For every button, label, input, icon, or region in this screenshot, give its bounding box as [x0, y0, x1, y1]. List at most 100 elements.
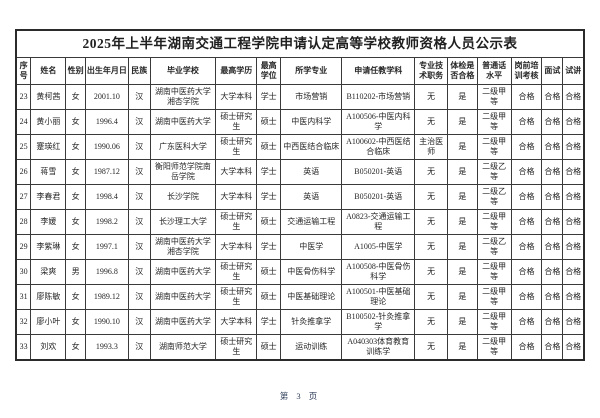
table-cell: 女	[65, 134, 86, 160]
table-cell: 女	[65, 284, 86, 310]
table-cell: 24	[15, 109, 32, 135]
header-cell: 试讲	[562, 57, 585, 85]
table-cell: 学士	[256, 159, 282, 185]
table-cell: 33	[15, 334, 32, 361]
table-cell: 廖陈敏	[30, 284, 67, 310]
table-cell: 大学本科	[215, 184, 258, 210]
header-cell: 性别	[65, 57, 86, 85]
table-cell: 硕士	[256, 259, 282, 285]
table-cell: 二级甲等	[476, 209, 512, 235]
table-cell: 是	[447, 259, 478, 285]
table-cell: 汉	[127, 209, 151, 235]
table-cell: 无	[414, 184, 449, 210]
table-cell: 硕士	[256, 134, 282, 160]
table-cell: 女	[65, 209, 86, 235]
table-cell: 合格	[510, 309, 543, 335]
table-cell: 合格	[562, 134, 585, 160]
table-cell: 汉	[127, 259, 151, 285]
table-cell: 硕士研究生	[215, 134, 258, 160]
table-cell: 大学本科	[215, 234, 258, 260]
header-cell: 所学专业	[280, 57, 343, 85]
table-cell: 黄小丽	[30, 109, 67, 135]
table-cell: 二级甲等	[476, 309, 512, 335]
table-cell: 合格	[510, 134, 543, 160]
table-cell: 学士	[256, 309, 282, 335]
table-cell: 合格	[562, 109, 585, 135]
table-cell: 合格	[541, 234, 564, 260]
table-cell: 合格	[541, 209, 564, 235]
table-cell: 大学本科	[215, 159, 258, 185]
table-cell: 中医骨伤科学	[280, 259, 343, 285]
table-cell: 1996.8	[84, 259, 129, 285]
table-cell: B050201-英语	[341, 159, 416, 185]
table-cell: 1990.06	[84, 134, 129, 160]
table-cell: 学士	[256, 234, 282, 260]
table-cell: 硕士研究生	[215, 109, 258, 135]
table-cell: 26	[15, 159, 32, 185]
table-cell: 1993.3	[84, 334, 129, 361]
table-cell: 32	[15, 309, 32, 335]
table-cell: A0823-交通运输工程	[341, 209, 416, 235]
table-cell: 合格	[562, 184, 585, 210]
table-cell: 合格	[562, 209, 585, 235]
table-cell: 是	[447, 134, 478, 160]
table-cell: 合格	[510, 109, 543, 135]
table-cell: 硕士	[256, 284, 282, 310]
table-cell: 女	[65, 84, 86, 110]
header-cell: 岗前培训考核	[510, 57, 543, 85]
table-cell: B100502-针灸推拿学	[341, 309, 416, 335]
table-cell: 合格	[541, 84, 564, 110]
header-cell: 体检是否合格	[447, 57, 478, 85]
table-cell: 运动训练	[280, 334, 343, 361]
table-cell: 硕士研究生	[215, 334, 258, 361]
table-cell: 李紫琳	[30, 234, 67, 260]
table-cell: B110202-市场营销	[341, 84, 416, 110]
table-cell: 长沙理工大学	[149, 209, 217, 235]
table-cell: 汉	[127, 109, 151, 135]
table-cell: 女	[65, 109, 86, 135]
table-cell: 是	[447, 334, 478, 361]
table-cell: 硕士	[256, 334, 282, 361]
table-cell: 无	[414, 234, 449, 260]
table-cell: 28	[15, 209, 32, 235]
table-cell: 合格	[541, 284, 564, 310]
table-row: 25 蹇瑛红女 1990.06 汉广东医科大学 硕士研究生 硕士 中西医结合临床 A10060…	[15, 134, 585, 160]
header-cell: 序号	[15, 57, 32, 85]
table-cell: 无	[414, 84, 449, 110]
table-cell: 合格	[541, 159, 564, 185]
table-row: 26 蒋雪女 1987.12 汉衡阳师范学院南岳学院 大学本科 学士 英语 B050201-英…	[15, 159, 585, 185]
table-cell: 合格	[541, 134, 564, 160]
table-cell: 硕士	[256, 209, 282, 235]
table-cell: 硕士研究生	[215, 284, 258, 310]
header-cell: 出生年月日	[84, 57, 129, 85]
table-row: 33 刘欢女 1993.3 汉湖南师范大学 硕士研究生 硕士 运动训练 A040303体育教育…	[15, 334, 585, 361]
table-cell: 硕士	[256, 109, 282, 135]
table-cell: 李媛	[30, 209, 67, 235]
table-cell: 是	[447, 184, 478, 210]
header-cell: 申请任教学科	[341, 57, 416, 85]
table-cell: 湖南中医药大学湘杏学院	[149, 84, 217, 110]
page-title: 2025年上半年湖南交通工程学院申请认定高等学校教师资格人员公示表	[15, 29, 585, 58]
table-cell: A100508-中医骨伤科学	[341, 259, 416, 285]
table-cell: 蹇瑛红	[30, 134, 67, 160]
table-cell: 二级甲等	[476, 109, 512, 135]
table-cell: 合格	[510, 159, 543, 185]
table-cell: 1998.2	[84, 209, 129, 235]
table-cell: 合格	[562, 84, 585, 110]
table-cell: 合格	[562, 284, 585, 310]
header-cell: 毕业学校	[149, 57, 217, 85]
table-cell: 二级甲等	[476, 259, 512, 285]
table-cell: 31	[15, 284, 32, 310]
table-cell: 衡阳师范学院南岳学院	[149, 159, 217, 185]
table-cell: 英语	[280, 184, 343, 210]
table-row: 27 李春君女 1998.4 汉长沙学院 大学本科 学士 英语 B050201-英语无是二级乙…	[15, 184, 585, 210]
table-cell: 主治医师	[414, 134, 449, 160]
table-cell: 合格	[541, 109, 564, 135]
table-cell: 湖南中医药大学	[149, 309, 217, 335]
table-cell: 汉	[127, 159, 151, 185]
table-cell: 合格	[562, 159, 585, 185]
table-cell: 女	[65, 309, 86, 335]
table-cell: 2001.10	[84, 84, 129, 110]
table-cell: 汉	[127, 309, 151, 335]
table-cell: 大学本科	[215, 309, 258, 335]
